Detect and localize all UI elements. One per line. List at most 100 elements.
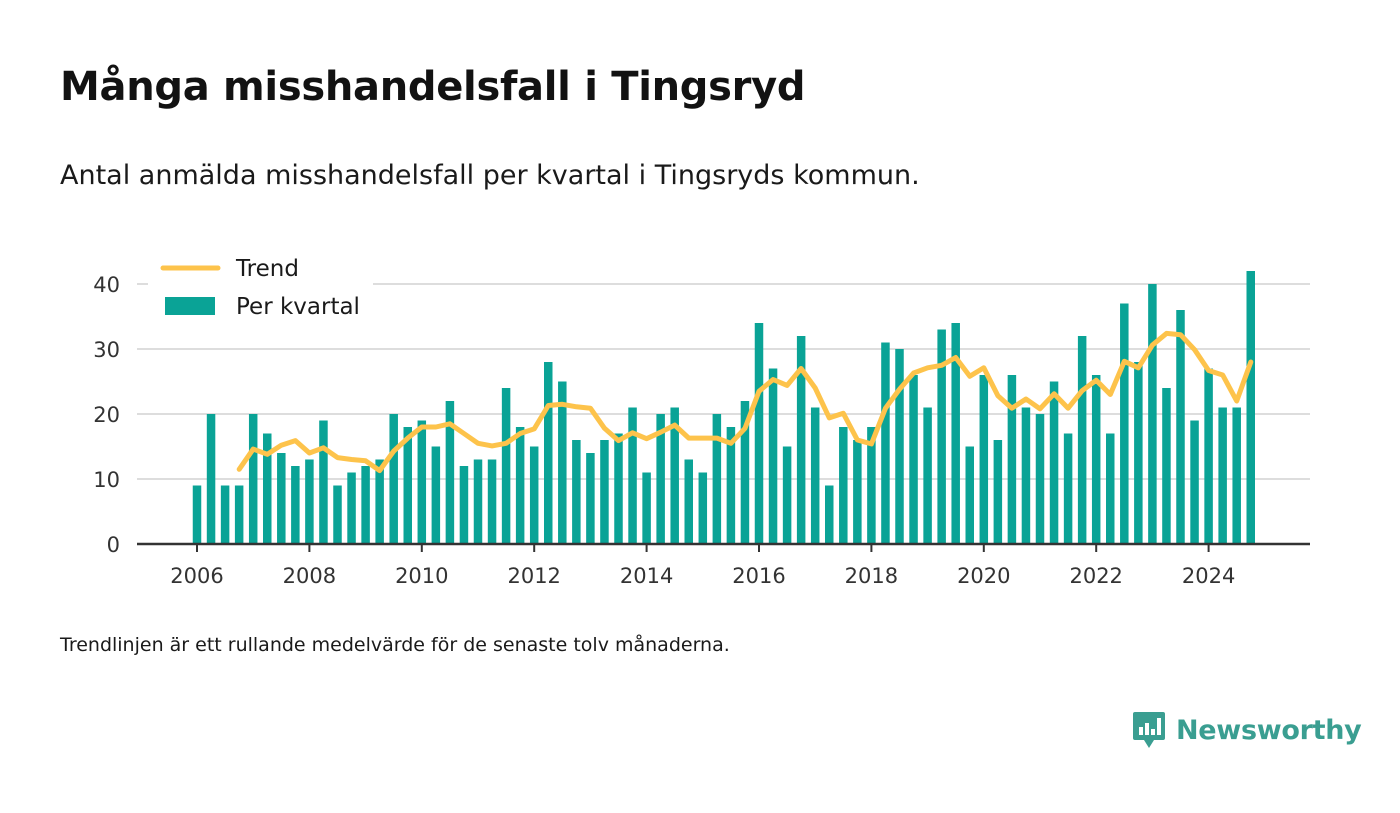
bar xyxy=(600,440,609,544)
bar xyxy=(909,375,918,544)
bar xyxy=(206,414,216,544)
bar xyxy=(1021,407,1031,544)
chart-subtitle: Antal anmälda misshandelsfall per kvarta… xyxy=(60,160,920,191)
chart-title: Många misshandelsfall i Tingsryd xyxy=(60,64,806,110)
y-tick-label: 40 xyxy=(93,273,120,297)
newsworthy-logo-icon xyxy=(1133,712,1165,748)
bar xyxy=(895,349,904,544)
brand[interactable]: Newsworthy xyxy=(1132,710,1362,750)
bar xyxy=(796,336,806,544)
bar xyxy=(263,433,272,544)
x-axis: 2006 2008 2010 2012 2014 2016 2018 2020 2022 2024 xyxy=(137,542,1310,588)
bar xyxy=(1204,368,1213,544)
bar xyxy=(558,381,567,544)
bar xyxy=(628,407,637,544)
bar xyxy=(839,427,848,544)
bar xyxy=(473,459,483,544)
legend-bar-label: Per kvartal xyxy=(236,294,360,320)
bar xyxy=(220,485,230,544)
bar-line-chart: 2006 2008 2010 2012 2014 2016 2018 2020 2022 2024… xyxy=(93,252,1310,588)
brand-name: Newsworthy xyxy=(1176,714,1362,746)
bar xyxy=(572,440,581,544)
bar xyxy=(319,420,328,544)
bar xyxy=(656,414,665,544)
bar xyxy=(487,459,497,544)
bar xyxy=(1106,433,1115,544)
bar xyxy=(305,459,314,544)
bar xyxy=(375,459,384,544)
bar xyxy=(248,414,258,544)
bar xyxy=(698,472,708,544)
bar-series xyxy=(192,271,1255,544)
bar xyxy=(234,485,244,544)
bar xyxy=(810,407,820,544)
bar xyxy=(1035,414,1045,544)
y-tick-label: 20 xyxy=(93,403,120,427)
bar xyxy=(726,427,736,544)
x-tick-label: 2024 xyxy=(1182,564,1235,588)
bar xyxy=(754,323,764,544)
bar xyxy=(1176,310,1185,544)
bar xyxy=(951,323,960,544)
bar xyxy=(529,446,539,544)
bar xyxy=(1148,284,1157,544)
bar xyxy=(1120,303,1129,544)
bar xyxy=(445,401,455,544)
legend-background xyxy=(148,252,373,332)
bar xyxy=(586,453,595,544)
bar xyxy=(431,446,441,544)
legend-bar-swatch xyxy=(165,297,215,315)
bar xyxy=(979,375,989,544)
bar xyxy=(501,388,511,544)
y-tick-label: 30 xyxy=(93,338,120,362)
legend: Trend Per kvartal xyxy=(148,252,373,332)
bar xyxy=(923,407,932,544)
bar xyxy=(1063,433,1073,544)
bar xyxy=(867,427,876,544)
bar xyxy=(993,440,1003,544)
bar xyxy=(965,446,974,544)
y-axis: 0 10 20 30 40 xyxy=(93,273,120,557)
x-tick-label: 2008 xyxy=(283,564,336,588)
bar xyxy=(825,485,834,544)
bar xyxy=(712,414,722,544)
bar xyxy=(670,407,679,544)
bar xyxy=(1134,362,1143,544)
bar xyxy=(333,485,342,544)
bar xyxy=(361,466,370,544)
bar xyxy=(403,427,412,544)
bar xyxy=(937,329,946,544)
x-tick-label: 2012 xyxy=(507,564,560,588)
bar xyxy=(740,401,750,544)
bar xyxy=(1091,375,1101,544)
footnote: Trendlinjen är ett rullande medelvärde f… xyxy=(60,634,730,656)
bar xyxy=(389,414,398,544)
bar xyxy=(614,433,623,544)
bar xyxy=(1049,381,1059,544)
bar xyxy=(459,466,469,544)
bar xyxy=(515,427,525,544)
bar xyxy=(768,368,778,544)
trend-line xyxy=(236,330,1254,474)
bar xyxy=(1077,336,1087,544)
bar xyxy=(642,472,651,544)
x-tick-label: 2010 xyxy=(395,564,448,588)
bar xyxy=(881,342,890,544)
bar xyxy=(782,446,792,544)
x-tick-label: 2014 xyxy=(620,564,673,588)
bar xyxy=(1232,407,1241,544)
bar xyxy=(291,466,300,544)
bar xyxy=(1246,271,1255,544)
x-tick-label: 2016 xyxy=(732,564,785,588)
y-tick-label: 10 xyxy=(93,468,120,492)
bar xyxy=(347,472,356,544)
x-tick-label: 2022 xyxy=(1069,564,1122,588)
bar xyxy=(1190,420,1199,544)
x-tick-label: 2006 xyxy=(170,564,223,588)
bar xyxy=(1007,375,1017,544)
bar xyxy=(1218,407,1227,544)
bar xyxy=(684,459,693,544)
bar xyxy=(192,485,202,544)
x-tick-label: 2020 xyxy=(957,564,1010,588)
bar xyxy=(544,362,553,544)
